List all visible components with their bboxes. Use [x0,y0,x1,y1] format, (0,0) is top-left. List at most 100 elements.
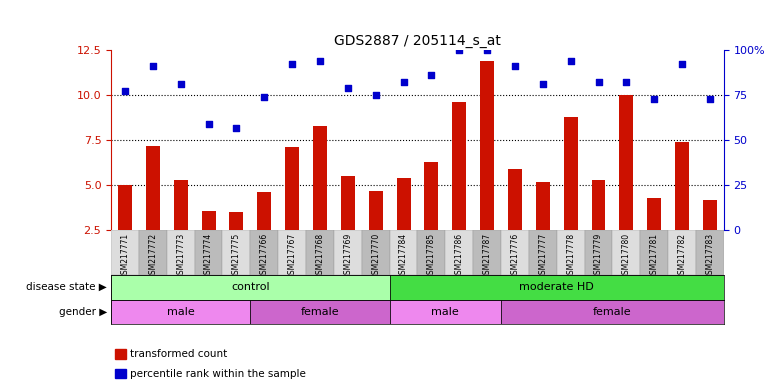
Text: GSM217781: GSM217781 [650,233,659,279]
Bar [473,230,501,275]
Point [676,61,688,68]
Bar [640,230,668,275]
Text: GSM217783: GSM217783 [705,233,715,279]
Point [258,94,270,100]
Text: GSM217782: GSM217782 [678,233,686,279]
Bar [201,210,215,230]
Text: GSM217776: GSM217776 [510,233,519,279]
Point [119,88,131,94]
Point [565,58,577,64]
Point [592,79,604,86]
Bar [675,142,689,230]
Bar [390,230,417,275]
Bar [118,185,132,230]
Bar [341,176,355,230]
Bar [139,230,167,275]
Text: control: control [231,282,270,292]
Bar [452,102,466,230]
Bar [257,192,271,230]
Point [369,92,381,98]
Text: GSM217775: GSM217775 [232,233,241,279]
Text: GSM217773: GSM217773 [176,233,185,279]
Point [648,96,660,102]
Text: GSM217780: GSM217780 [622,233,631,279]
Bar [613,230,640,275]
Bar [529,230,557,275]
Bar [620,95,633,230]
Title: GDS2887 / 205114_s_at: GDS2887 / 205114_s_at [334,33,501,48]
Point [620,79,633,86]
Bar [195,230,222,275]
Text: male: male [431,307,459,317]
Bar [111,275,390,300]
Point [537,81,549,87]
Bar [390,275,724,300]
Text: GSM217766: GSM217766 [260,233,269,279]
Point [481,47,493,53]
Bar [417,230,445,275]
Text: female: female [301,307,339,317]
Point [147,63,159,69]
Point [398,79,410,86]
Bar [501,230,529,275]
Bar [222,230,250,275]
Bar [668,230,696,275]
Text: GSM217771: GSM217771 [120,233,129,279]
Text: male: male [167,307,195,317]
Bar [111,230,139,275]
Point [314,58,326,64]
Text: GSM217787: GSM217787 [483,233,492,279]
Text: gender ▶: gender ▶ [59,307,107,317]
Text: GSM217768: GSM217768 [316,233,325,279]
Text: GSM217767: GSM217767 [287,233,296,279]
Bar [703,200,717,230]
Text: GSM217786: GSM217786 [455,233,463,279]
Text: GSM217784: GSM217784 [399,233,408,279]
Bar [250,300,390,324]
Bar [230,212,244,230]
Bar [696,230,724,275]
Point [175,81,187,87]
Bar [584,230,613,275]
Text: transformed count: transformed count [130,349,228,359]
Text: GSM217770: GSM217770 [372,233,380,279]
Point [453,47,466,53]
Point [425,72,437,78]
Bar [564,117,578,230]
Text: GSM217785: GSM217785 [427,233,436,279]
Text: moderate HD: moderate HD [519,282,594,292]
Bar [167,230,195,275]
Text: GSM217772: GSM217772 [149,233,157,279]
Bar [334,230,362,275]
Bar [508,169,522,230]
Bar [536,182,550,230]
Text: female: female [593,307,632,317]
Bar [480,61,494,230]
Bar [285,147,299,230]
Point [202,121,214,127]
Text: GSM217779: GSM217779 [594,233,603,279]
Bar [390,300,501,324]
Bar [445,230,473,275]
Bar [174,180,188,230]
Point [231,124,243,131]
Text: disease state ▶: disease state ▶ [27,282,107,292]
Bar [313,126,327,230]
Bar [424,162,438,230]
Text: percentile rank within the sample: percentile rank within the sample [130,369,306,379]
Text: GSM217769: GSM217769 [343,233,352,279]
Text: GSM217774: GSM217774 [204,233,213,279]
Text: GSM217777: GSM217777 [538,233,548,279]
Bar [368,191,383,230]
Bar [557,230,584,275]
Bar [278,230,306,275]
Bar [362,230,390,275]
Point [342,85,354,91]
Bar [111,300,250,324]
Bar [146,146,160,230]
Text: GSM217778: GSM217778 [566,233,575,279]
Bar [647,198,661,230]
Point [286,61,298,68]
Bar [306,230,334,275]
Point [509,63,521,69]
